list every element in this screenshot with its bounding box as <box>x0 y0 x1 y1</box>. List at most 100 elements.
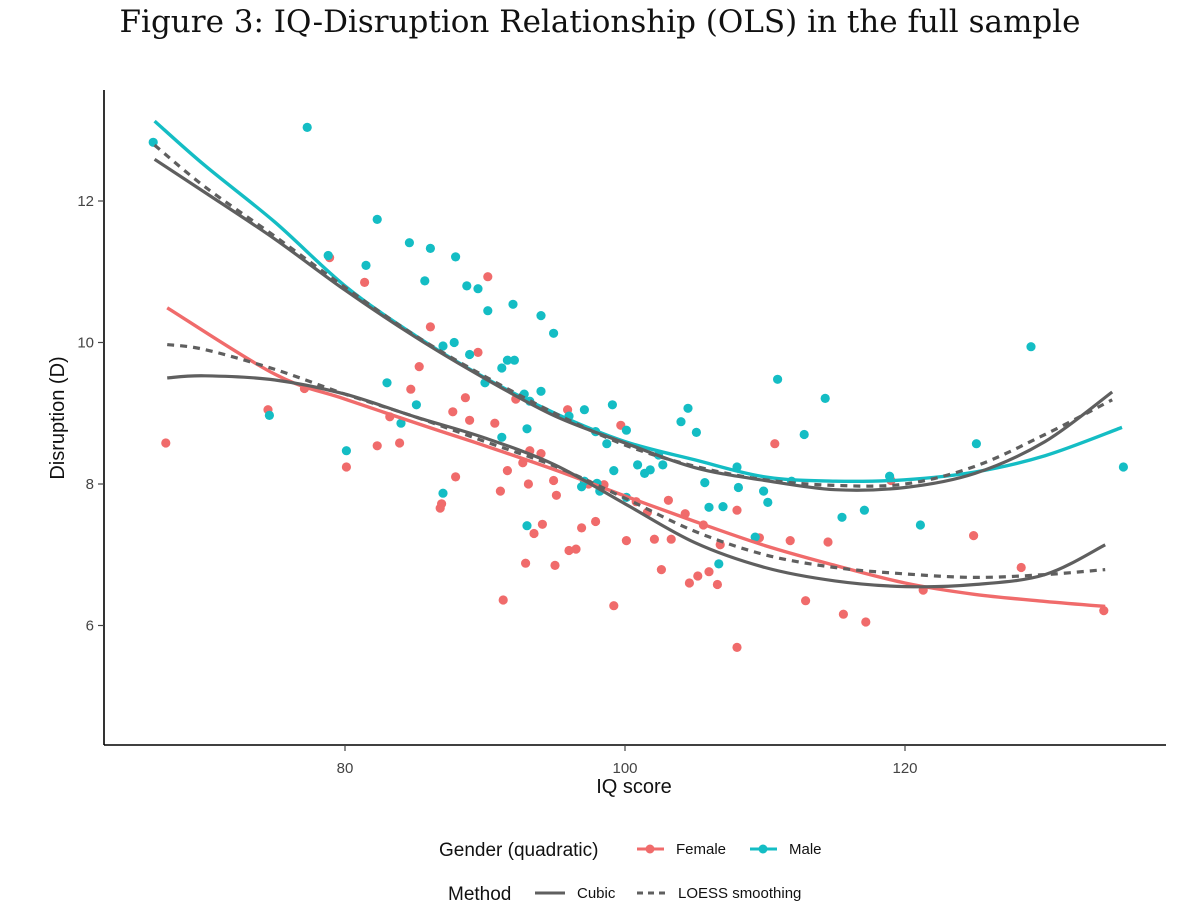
data-point-male <box>549 328 559 338</box>
data-point-female <box>498 595 508 605</box>
data-point-male <box>420 276 430 286</box>
y-tick-label: 6 <box>86 618 94 635</box>
data-point-male <box>799 429 809 440</box>
data-point-female <box>801 596 811 606</box>
legend-male-label: Male <box>789 841 822 858</box>
data-point-male <box>509 355 519 365</box>
data-point-male <box>683 403 693 413</box>
legend-cubic-label: Cubic <box>577 885 616 902</box>
data-point-female <box>395 438 405 448</box>
data-point-male <box>971 439 982 449</box>
data-point-female <box>502 466 512 476</box>
data-point-male <box>341 446 351 456</box>
data-point-male <box>859 505 870 515</box>
legend-item-female: Female <box>637 841 726 858</box>
legend-loess-label: LOESS smoothing <box>678 885 801 902</box>
data-point-male <box>361 260 371 270</box>
data-point-female <box>621 536 632 546</box>
y-axis-label: Disruption (D) <box>47 356 69 479</box>
data-point-male <box>536 311 546 321</box>
data-point-female <box>684 578 695 588</box>
data-point-male <box>483 306 493 316</box>
data-point-female <box>360 277 370 287</box>
x-tick-label: 80 <box>337 760 354 777</box>
figure-title: Figure 3: IQ-Disruption Relationship (OL… <box>119 4 1081 40</box>
line-male-cubic <box>153 157 1114 492</box>
data-point-female <box>663 495 674 505</box>
data-point-male <box>759 486 769 496</box>
data-point-female <box>550 560 560 571</box>
data-point-male <box>885 471 895 481</box>
data-point-female <box>551 490 562 500</box>
data-point-male <box>633 460 643 470</box>
data-point-male <box>497 432 507 442</box>
data-point-male <box>915 520 926 530</box>
data-point-male <box>820 393 830 403</box>
legend-gender-title: Gender (quadratic) <box>439 840 598 861</box>
data-point-female <box>521 558 531 568</box>
data-point-female <box>537 519 548 529</box>
data-point-male <box>522 521 532 531</box>
data-point-female <box>460 393 470 403</box>
plot-area <box>148 119 1128 653</box>
data-point-female <box>406 384 416 394</box>
data-point-male <box>837 512 847 522</box>
data-point-male <box>425 243 435 253</box>
data-point-male <box>750 532 760 542</box>
data-point-female <box>414 362 424 372</box>
data-point-female <box>770 439 780 449</box>
data-point-male <box>411 400 421 410</box>
data-point-male <box>382 378 392 388</box>
data-point-male <box>502 355 512 365</box>
data-point-male <box>438 488 448 498</box>
data-point-female <box>341 462 351 472</box>
data-point-female <box>861 617 871 627</box>
data-point-female <box>649 534 660 544</box>
data-point-male <box>700 478 710 488</box>
data-point-male <box>1118 462 1128 472</box>
data-point-male <box>718 502 728 512</box>
data-point-female <box>564 545 574 556</box>
data-point-female <box>591 516 601 527</box>
data-point-male <box>465 349 475 360</box>
line-male-loess-smoothing <box>153 143 1113 488</box>
legend-method-title: Method <box>448 884 511 905</box>
data-point-female <box>495 486 505 496</box>
data-point-male <box>323 250 333 261</box>
x-axis-label: IQ score <box>596 776 672 798</box>
legend: Gender (quadratic) Female Male Method Cu… <box>439 840 822 905</box>
data-point-male <box>264 410 274 420</box>
legend-item-male: Male <box>750 841 822 858</box>
data-point-male <box>396 418 406 428</box>
y-tick-label: 8 <box>86 476 94 493</box>
data-point-male <box>714 559 724 569</box>
line-female-loess-smoothing <box>166 343 1106 580</box>
data-point-female <box>372 441 382 451</box>
data-point-female <box>490 418 500 428</box>
data-point-male <box>691 427 702 437</box>
x-tick-label: 100 <box>612 760 637 777</box>
data-point-female <box>785 536 795 546</box>
data-point-male <box>763 497 773 507</box>
data-point-female <box>732 642 742 653</box>
data-point-male <box>704 502 714 512</box>
legend-item-loess: LOESS smoothing <box>637 885 801 902</box>
data-point-male <box>451 252 461 262</box>
y-tick-label: 12 <box>77 193 94 210</box>
data-point-male <box>579 405 590 415</box>
data-point-female <box>536 449 546 459</box>
data-point-female <box>666 534 676 544</box>
axes: 80 100 120 6 8 10 12 IQ score Disruption (D) <box>47 90 1166 798</box>
data-point-female <box>577 523 587 533</box>
data-point-male <box>536 386 546 396</box>
data-point-female <box>693 571 703 581</box>
line-male-quadratic <box>153 119 1123 484</box>
data-point-male <box>658 460 668 470</box>
line-female-cubic <box>167 374 1106 589</box>
data-point-male <box>609 466 619 476</box>
data-point-female <box>704 567 714 577</box>
data-point-female <box>838 609 849 619</box>
data-point-female <box>451 472 461 482</box>
data-point-female <box>571 544 581 554</box>
